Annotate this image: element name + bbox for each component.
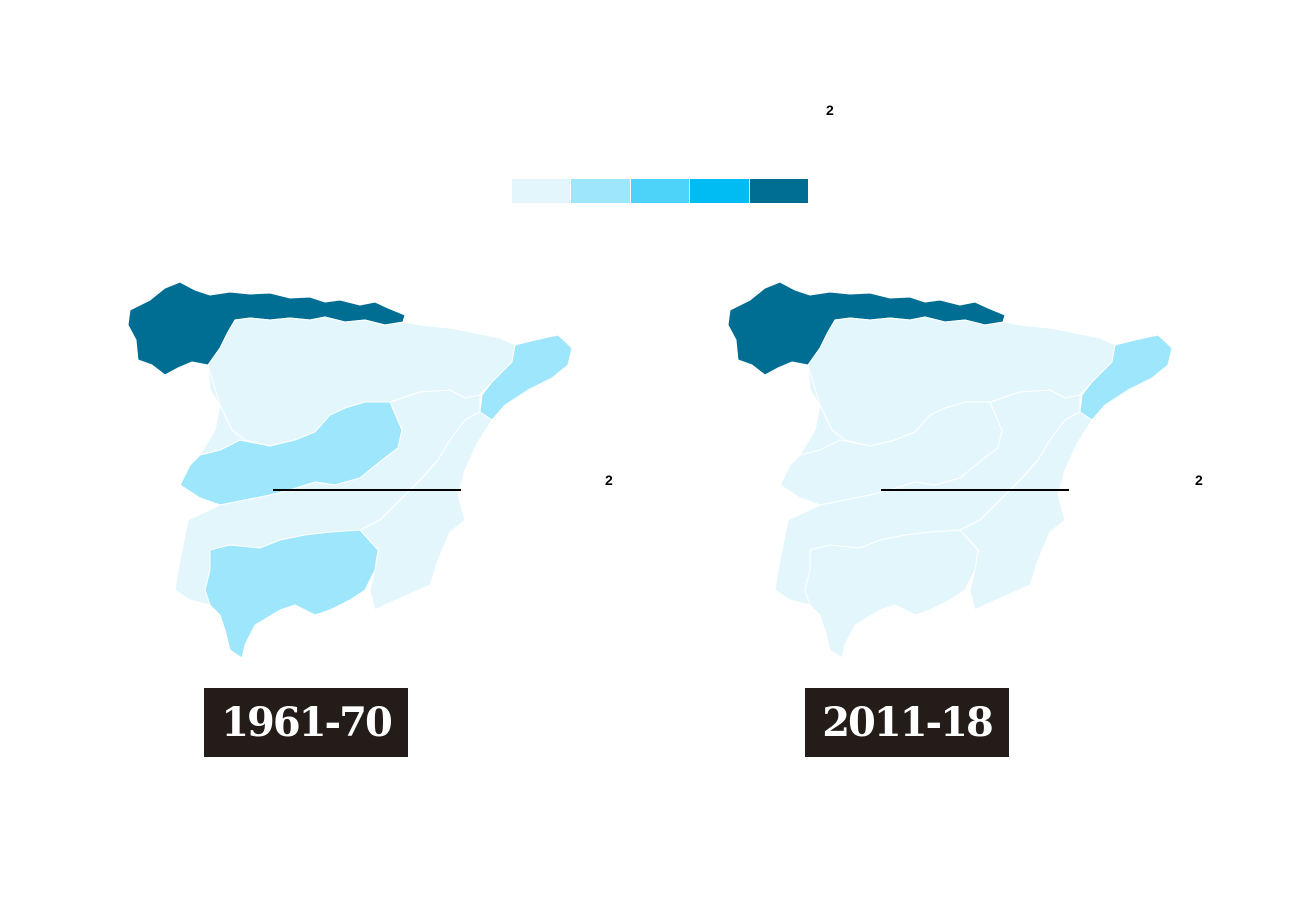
leader-line-right xyxy=(881,489,1069,491)
region-northeast xyxy=(479,334,573,421)
region-south xyxy=(804,529,979,659)
period-label-left: 1961-70 xyxy=(204,688,408,757)
top-note-label: 2 xyxy=(826,102,834,118)
color-scale-legend xyxy=(512,179,809,203)
region-northeast xyxy=(1079,334,1173,421)
map-2011-18 xyxy=(727,281,1173,659)
region-southeast xyxy=(959,411,1093,611)
legend-swatch-4 xyxy=(690,179,749,203)
legend-swatch-2 xyxy=(571,179,630,203)
region-southeast xyxy=(359,411,493,611)
leader-line-left xyxy=(273,489,461,491)
map-1961-70 xyxy=(127,281,573,659)
legend-swatch-1 xyxy=(512,179,571,203)
region-south xyxy=(204,529,379,659)
right-map-note-label: 2 xyxy=(1195,472,1203,488)
legend-swatch-5 xyxy=(749,179,809,203)
left-map-note-label: 2 xyxy=(605,472,613,488)
period-label-right: 2011-18 xyxy=(805,688,1009,757)
legend-swatch-3 xyxy=(630,179,690,203)
